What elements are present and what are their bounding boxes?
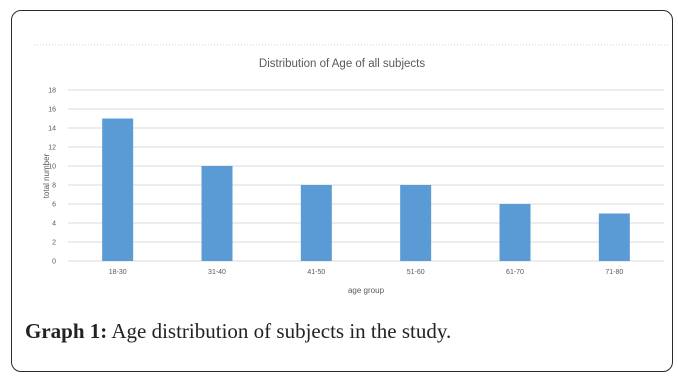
- x-tick-label: 71-80: [605, 269, 623, 276]
- x-tick-label: 18-30: [109, 269, 127, 276]
- y-tick-label: 4: [52, 221, 56, 228]
- x-tick-label: 61-70: [506, 269, 524, 276]
- caption-text: Age distribution of subjects in the stud…: [107, 319, 452, 343]
- bar-51-60: [400, 185, 432, 261]
- x-tick-label: 31-40: [208, 269, 226, 276]
- y-tick-label: 0: [52, 259, 56, 266]
- bar-31-40: [201, 166, 233, 261]
- y-axis-label: total number: [42, 153, 51, 198]
- x-tick-labels: 18-30 31-40 41-50 51-60 61-70 71-80: [109, 269, 624, 276]
- gridlines: [68, 89, 664, 262]
- x-axis-label: age group: [348, 286, 385, 295]
- y-tick-label: 16: [48, 107, 56, 114]
- figure-caption: Graph 1: Age distribution of subjects in…: [25, 319, 665, 344]
- x-tick-label: 41-50: [307, 269, 325, 276]
- y-tick-label: 10: [48, 164, 56, 171]
- bar-61-70: [499, 204, 531, 261]
- caption-label: Graph 1:: [25, 319, 108, 343]
- bar-71-80: [598, 213, 630, 261]
- bar-chart: Distribution of Age of all subjects tota…: [34, 44, 668, 295]
- y-tick-label: 2: [52, 240, 56, 247]
- y-tick-labels: 0 2 4 6 8 10 12 14 16 18: [48, 88, 56, 266]
- y-tick-label: 12: [48, 145, 56, 152]
- bars: [102, 118, 630, 261]
- bar-41-50: [300, 185, 332, 261]
- y-tick-label: 14: [48, 126, 56, 133]
- chart-title: Distribution of Age of all subjects: [259, 58, 425, 70]
- y-tick-label: 6: [52, 202, 56, 209]
- figure-frame: Distribution of Age of all subjects tota…: [11, 10, 673, 372]
- x-tick-label: 51-60: [407, 269, 425, 276]
- bar-18-30: [102, 118, 134, 261]
- y-tick-label: 18: [48, 88, 56, 95]
- y-tick-label: 8: [52, 183, 56, 190]
